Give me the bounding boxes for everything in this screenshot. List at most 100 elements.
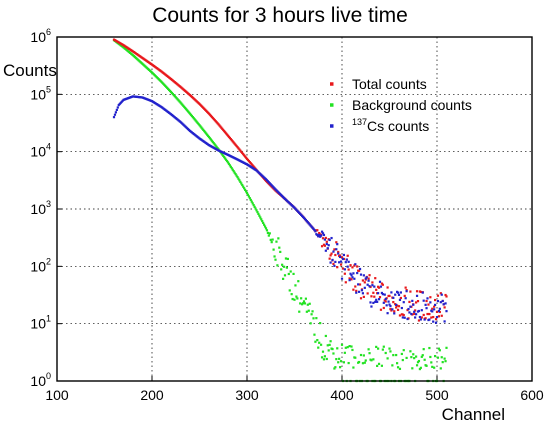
data-point [385, 304, 388, 307]
data-point [393, 310, 396, 313]
data-point [399, 291, 402, 294]
data-point [389, 350, 392, 353]
data-point [346, 254, 349, 257]
data-point [378, 296, 382, 299]
data-point [353, 277, 356, 280]
data-point [413, 310, 416, 313]
data-point [388, 303, 391, 306]
data-point [318, 233, 321, 237]
data-point [333, 248, 336, 251]
data-point [391, 308, 394, 311]
data-point [323, 238, 326, 241]
data-point [188, 112, 192, 115]
data-point [419, 318, 422, 321]
data-point [250, 163, 253, 166]
data-point [434, 354, 437, 358]
data-point [245, 191, 249, 195]
legend-label: Total counts [352, 76, 427, 92]
data-point [404, 297, 407, 300]
data-point [411, 367, 414, 370]
data-point [398, 367, 402, 370]
data-point [354, 263, 357, 266]
data-point [351, 348, 354, 352]
data-point [356, 271, 359, 275]
data-point [423, 318, 426, 321]
data-point [318, 341, 321, 344]
data-point [434, 321, 438, 324]
data-point [224, 157, 227, 160]
data-point [342, 253, 345, 257]
data-point [392, 296, 395, 299]
data-point [260, 218, 263, 221]
data-point [441, 299, 444, 303]
data-point [183, 105, 186, 109]
plot-frame [56, 36, 533, 382]
data-point [306, 303, 309, 306]
data-point [297, 280, 300, 283]
data-point [229, 138, 232, 141]
y-tick-label: 105 [30, 84, 51, 102]
data-point [444, 302, 447, 305]
data-point [405, 356, 408, 360]
data-point [377, 362, 381, 365]
data-point [226, 161, 230, 164]
data-point [370, 359, 373, 362]
data-point [333, 367, 336, 370]
data-point [415, 290, 419, 293]
data-point [324, 249, 327, 252]
data-point [316, 233, 319, 237]
data-point [334, 260, 337, 263]
data-point [328, 238, 331, 242]
data-point [240, 182, 243, 185]
data-point [338, 261, 341, 264]
data-point [202, 128, 205, 132]
data-point [199, 125, 202, 128]
axis-ticks: 100 200 300 400 500 600 100 101 102 103 104 105 106 [30, 27, 543, 403]
data-point [212, 142, 215, 145]
data-point [329, 340, 332, 343]
data-point [233, 171, 236, 174]
data-point [372, 358, 375, 361]
data-point [424, 317, 427, 320]
data-point [241, 183, 244, 187]
data-point [335, 241, 338, 244]
data-point [321, 237, 325, 240]
legend-marker [330, 82, 334, 86]
data-point [298, 310, 301, 313]
data-point [434, 298, 437, 302]
data-point [230, 139, 233, 142]
data-point [358, 267, 362, 271]
data-point [296, 297, 299, 300]
data-point [251, 164, 254, 167]
data-point [358, 360, 361, 364]
legend: Total counts Background counts 137Cs count… [330, 76, 472, 134]
data-point [198, 124, 201, 127]
data-point [247, 159, 250, 163]
data-point [360, 289, 364, 292]
data-point [256, 210, 259, 214]
data-point [280, 268, 283, 271]
data-point [420, 355, 423, 358]
data-point [244, 156, 248, 159]
data-point [409, 290, 412, 293]
data-point [318, 231, 321, 235]
data-point [373, 295, 376, 298]
data-point [184, 106, 187, 110]
data-point [445, 310, 448, 313]
data-point [232, 141, 235, 144]
data-point [189, 113, 193, 116]
data-point [363, 281, 366, 284]
data-point [435, 310, 439, 313]
data-point [191, 116, 194, 119]
data-point [400, 306, 403, 310]
data-point [396, 362, 399, 365]
y-axis-label: Counts [3, 61, 57, 80]
data-points [112, 38, 448, 383]
data-point [398, 314, 402, 317]
data-point [190, 114, 193, 118]
data-point [336, 347, 339, 350]
data-point [436, 356, 440, 359]
data-point [309, 322, 312, 325]
data-point [402, 349, 405, 352]
data-point [254, 207, 257, 210]
